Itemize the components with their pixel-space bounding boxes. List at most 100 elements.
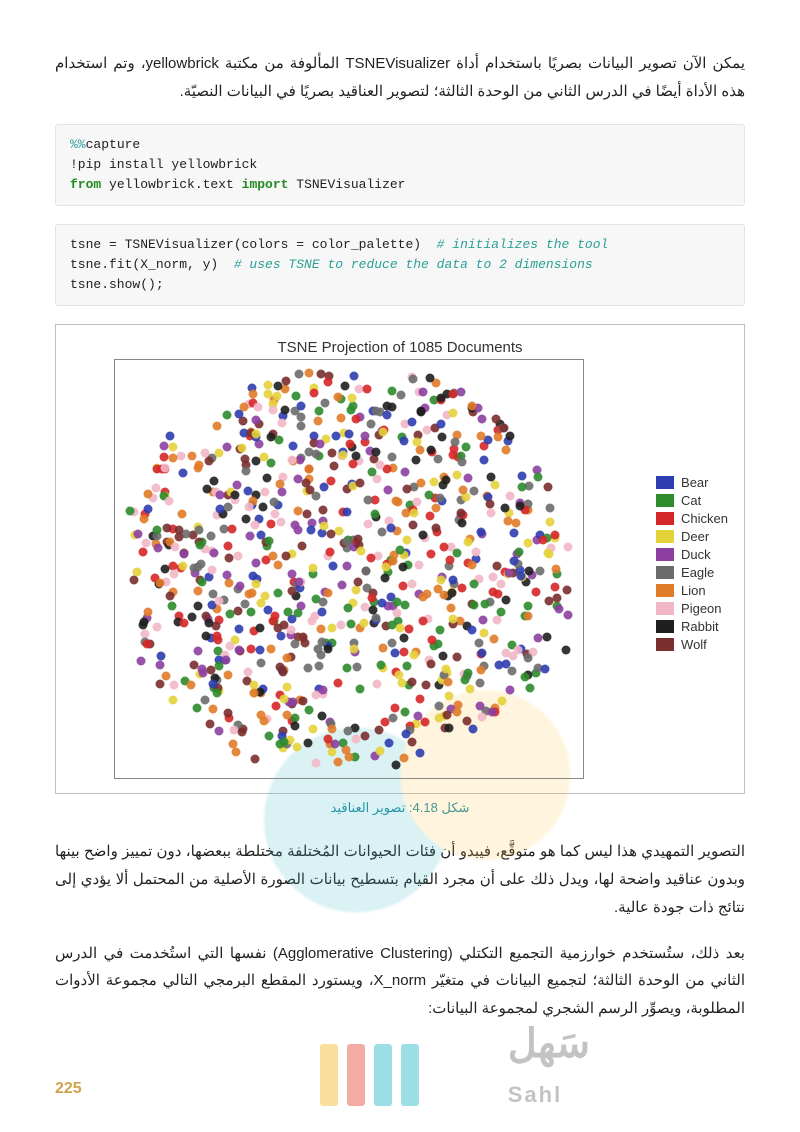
scatter-point [271,612,280,621]
scatter-point [336,414,345,423]
scatter-point [193,587,202,596]
scatter-point [445,692,454,701]
legend-label: Cat [681,493,701,508]
scatter-point [263,390,272,399]
scatter-point [272,392,281,401]
scatter-point [233,551,242,560]
scatter-point [416,407,425,416]
scatter-point [206,719,215,728]
scatter-point [317,625,326,634]
scatter-point [264,606,273,615]
scatter-point [314,407,323,416]
scatter-point [517,483,526,492]
scatter-point [224,542,233,551]
scatter-point [228,524,237,533]
scatter-point [479,616,488,625]
scatter-point [445,723,454,732]
scatter-point [237,728,246,737]
legend-swatch [656,584,674,597]
scatter-point [448,575,457,584]
scatter-point [347,619,356,628]
scatter-point [334,393,343,402]
scatter-point [254,403,263,412]
scatter-point [400,708,409,717]
scatter-point [170,680,179,689]
scatter-point [386,523,395,532]
watermark-bar [320,1044,338,1106]
scatter-point [440,543,449,552]
scatter-point [438,432,447,441]
scatter-point [274,561,283,570]
scatter-point [169,442,178,451]
scatter-point [399,582,408,591]
scatter-point [426,549,435,558]
scatter-point [466,684,475,693]
scatter-point [204,457,213,466]
scatter-point [531,587,540,596]
scatter-point [419,617,428,626]
code-token: TSNEVisualizer [288,177,405,192]
scatter-point [341,746,350,755]
scatter-point [277,419,286,428]
watermark-bar [347,1044,365,1106]
scatter-point [279,738,288,747]
scatter-point [517,572,526,581]
scatter-point [193,463,202,472]
scatter-point [208,565,217,574]
analysis-paragraph-2: بعد ذلك، ستُستخدم خوارزمية التجميع التكت… [55,940,745,1023]
scatter-point [550,583,559,592]
scatter-point [326,530,335,539]
scatter-point [223,411,232,420]
scatter-point [256,624,265,633]
scatter-point [543,482,552,491]
scatter-point [312,759,321,768]
scatter-point [421,717,430,726]
scatter-point [287,456,296,465]
scatter-point [417,479,426,488]
scatter-point [335,526,344,535]
scatter-point [490,481,499,490]
scatter-point [419,593,428,602]
scatter-point [326,547,335,556]
scatter-point [411,455,420,464]
scatter-point [388,452,397,461]
scatter-point [448,588,457,597]
watermark-bar [401,1044,419,1106]
scatter-point [497,607,506,616]
scatter-point [436,419,445,428]
scatter-point [427,445,436,454]
scatter-point [343,561,352,570]
legend-label: Chicken [681,511,728,526]
scatter-point [152,623,161,632]
watermark-bar [374,1044,392,1106]
scatter-point [320,521,329,530]
scatter-point [166,591,175,600]
scatter-point [280,621,289,630]
chart-legend: BearCatChickenDeerDuckEagleLionPigeonRab… [656,475,728,655]
scatter-point [401,467,410,476]
scatter-point [225,641,234,650]
scatter-point [523,611,532,620]
scatter-point [250,688,259,697]
scatter-point [338,451,347,460]
legend-swatch [656,476,674,489]
scatter-point [315,440,324,449]
scatter-point [360,603,369,612]
scatter-point [524,602,533,611]
scatter-point [377,598,386,607]
scatter-point [554,604,563,613]
scatter-point [469,486,478,495]
scatter-point [380,573,389,582]
scatter-point [328,561,337,570]
scatter-point [346,406,355,415]
scatter-point [477,712,486,721]
scatter-point [430,478,439,487]
scatter-point [505,686,514,695]
scatter-point [374,726,383,735]
scatter-point [352,734,361,743]
scatter-point [152,526,161,535]
scatter-point [330,461,339,470]
scatter-point [509,557,518,566]
scatter-point [210,476,219,485]
scatter-point [300,639,309,648]
